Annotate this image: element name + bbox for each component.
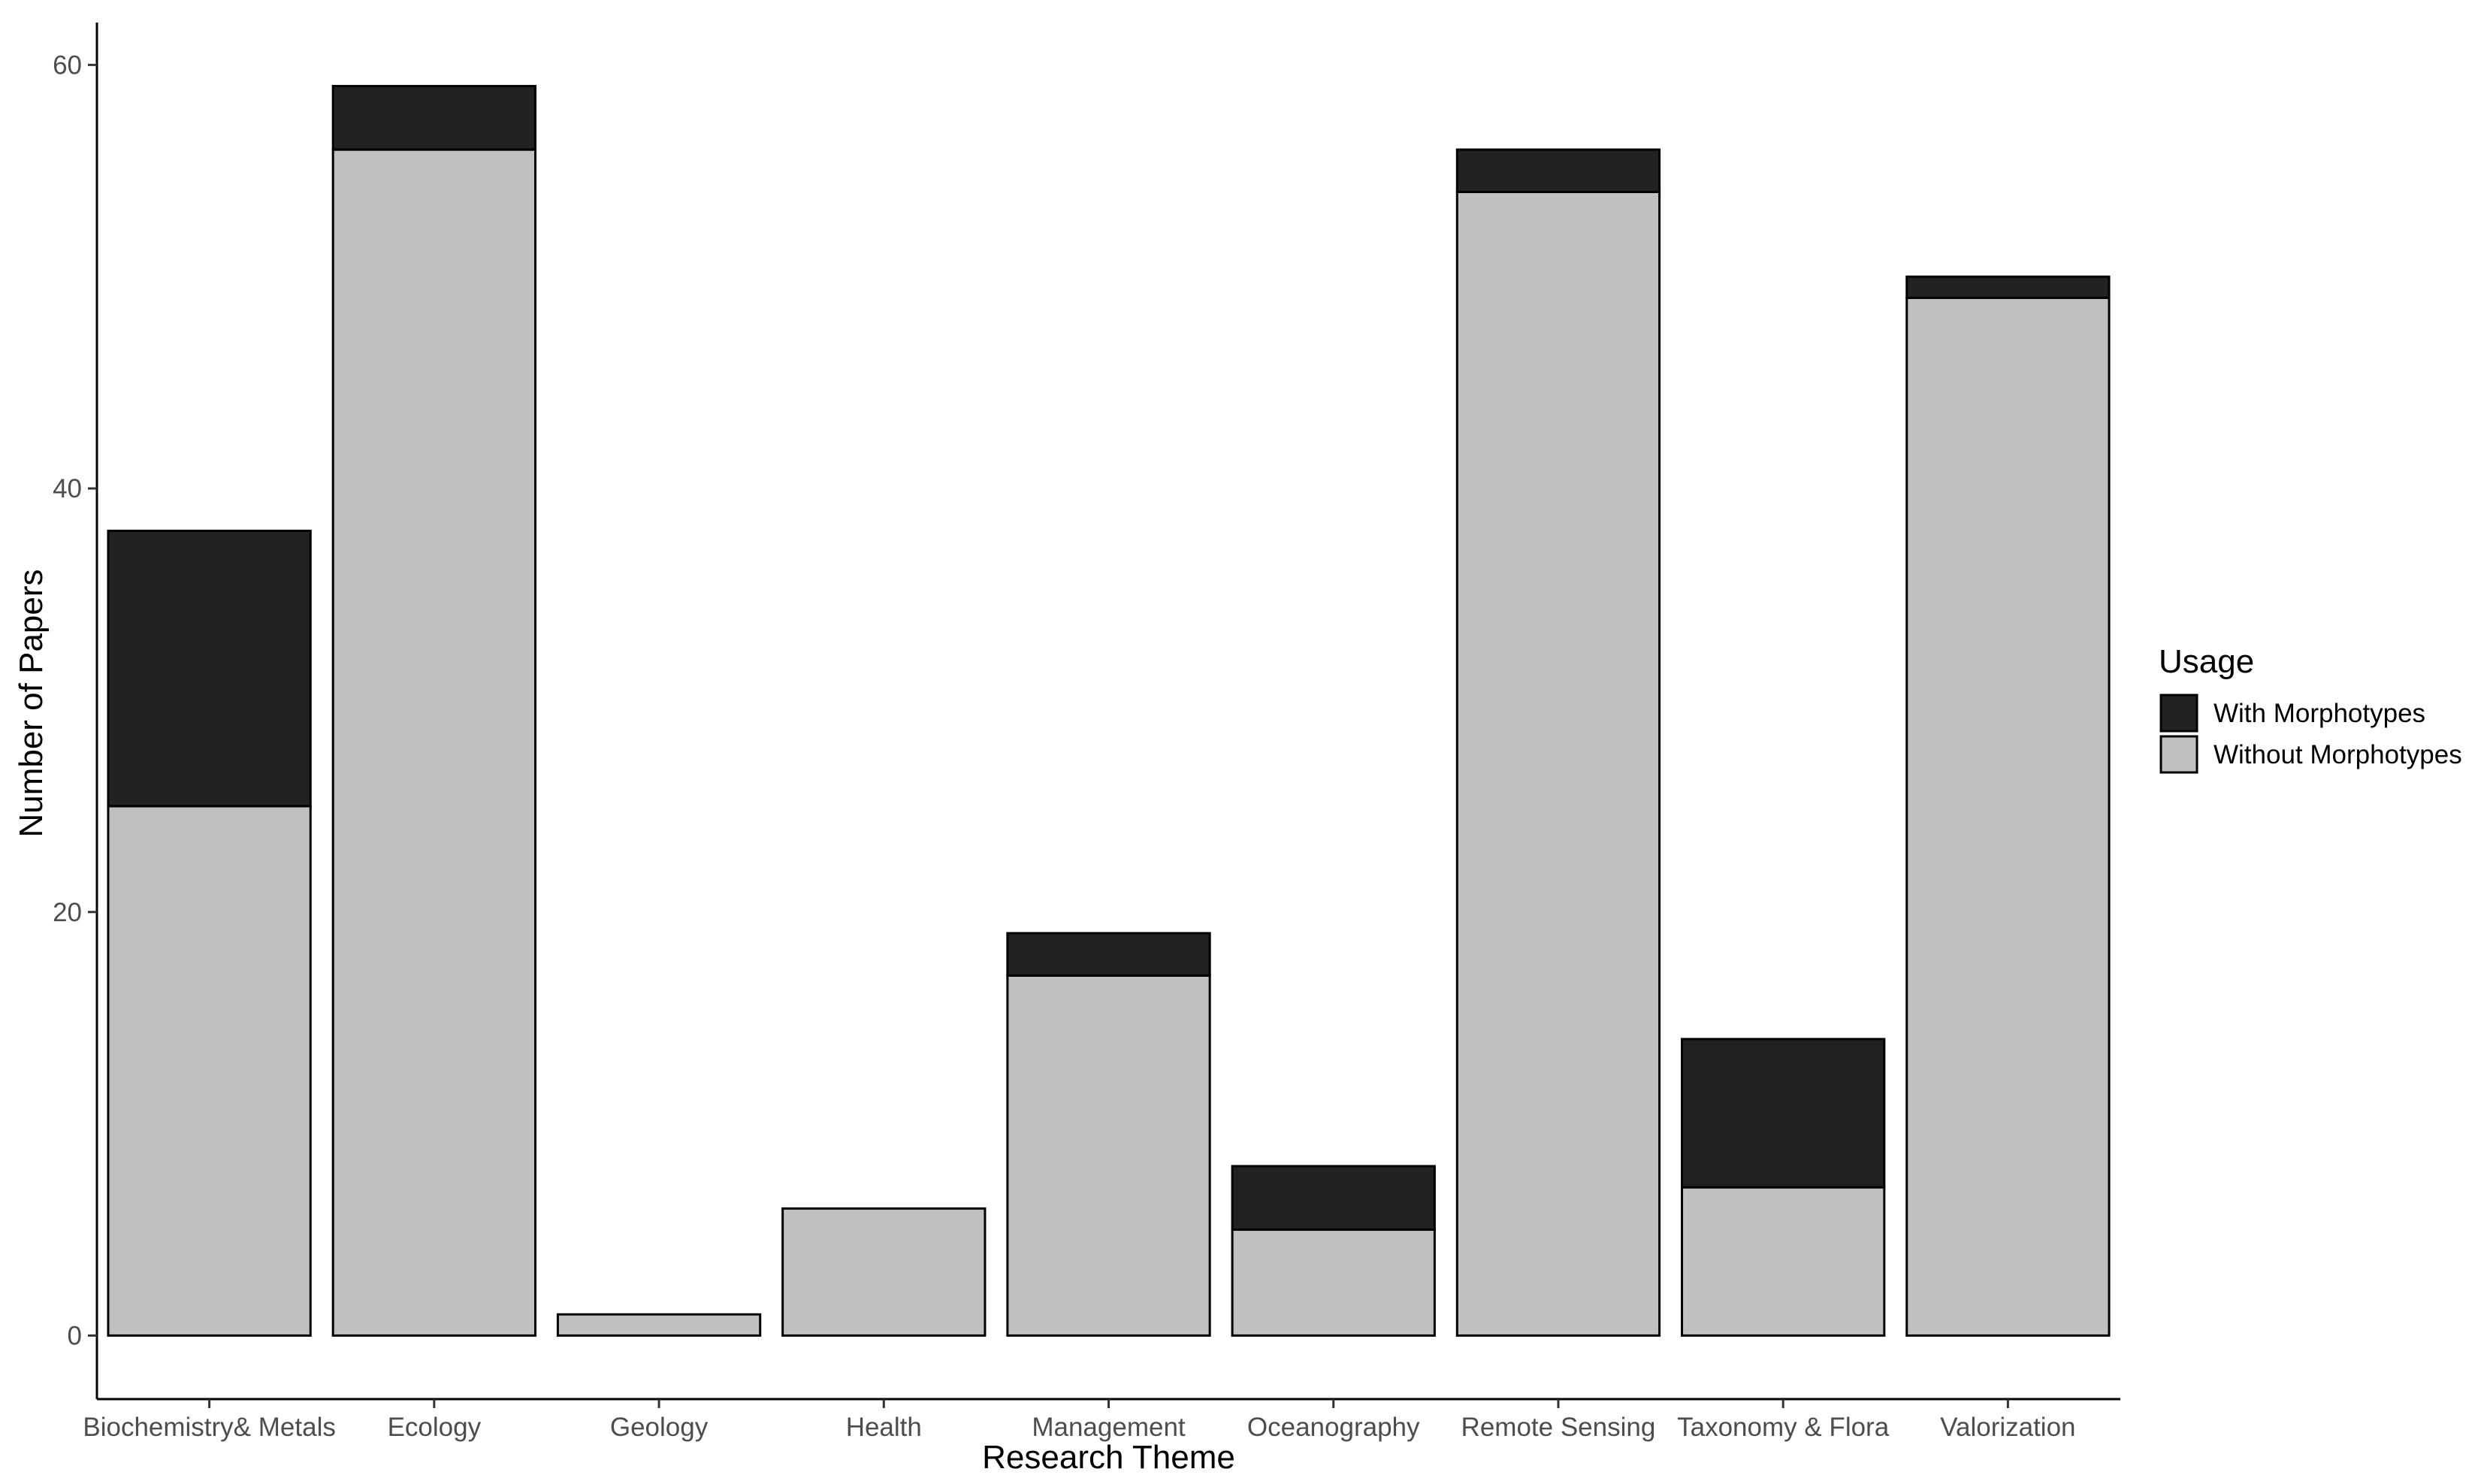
x-tick-label: Ecology: [388, 1413, 482, 1442]
bar-with-morphotypes-0: [107, 529, 312, 808]
bar-without-morphotypes-2: [556, 1313, 762, 1337]
x-tick-label: Remote Sensing: [1461, 1413, 1656, 1442]
x-axis-title: Research Theme: [982, 1439, 1235, 1476]
x-tick-label: Biochemistry& Metals: [83, 1413, 335, 1442]
x-tick-label: Valorization: [1940, 1413, 2075, 1442]
bar-with-morphotypes-4: [1006, 932, 1211, 977]
legend-title: Usage: [2159, 643, 2254, 680]
bar-without-morphotypes-7: [1681, 1186, 1886, 1337]
bar-without-morphotypes-0: [107, 805, 312, 1337]
legend-label: Without Morphotypes: [2214, 740, 2462, 769]
legend-label: With Morphotypes: [2214, 699, 2425, 728]
y-axis-title: Number of Papers: [13, 569, 50, 837]
x-axis-ticks: Biochemistry& Metals Ecology Geology Health…: [83, 1399, 2076, 1442]
bar-with-morphotypes-6: [1455, 148, 1661, 193]
legend-key-without-morphotypes: [2159, 735, 2198, 774]
bar-without-morphotypes-3: [781, 1207, 987, 1337]
bar-with-morphotypes-8: [1905, 275, 2111, 299]
bar-without-morphotypes-6: [1455, 190, 1661, 1337]
x-tick-label: Geology: [610, 1413, 709, 1442]
x-tick-label: Health: [846, 1413, 922, 1442]
x-tick-label: Management: [1032, 1413, 1186, 1442]
bar-with-morphotypes-7: [1681, 1038, 1886, 1189]
bar-without-morphotypes-1: [331, 148, 536, 1337]
bar-without-morphotypes-5: [1231, 1229, 1436, 1337]
legend: Usage With Morphotypes Without Morphotype…: [2159, 643, 2462, 774]
bar-with-morphotypes-5: [1231, 1165, 1436, 1232]
y-tick-label: 40: [53, 474, 82, 503]
y-tick-label: 20: [53, 898, 82, 927]
bar-without-morphotypes-4: [1006, 974, 1211, 1337]
y-tick-label: 60: [53, 50, 82, 80]
bar-with-morphotypes-1: [331, 85, 536, 151]
legend-key-with-morphotypes: [2159, 694, 2198, 733]
y-axis-ticks: 0 20 40 60: [53, 50, 97, 1350]
bar-without-morphotypes-8: [1905, 296, 2111, 1337]
bars-layer: [107, 85, 2111, 1337]
x-tick-label: Taxonomy & Flora: [1677, 1413, 1890, 1442]
x-tick-label: Oceanography: [1247, 1413, 1420, 1442]
y-tick-label: 0: [68, 1321, 82, 1350]
